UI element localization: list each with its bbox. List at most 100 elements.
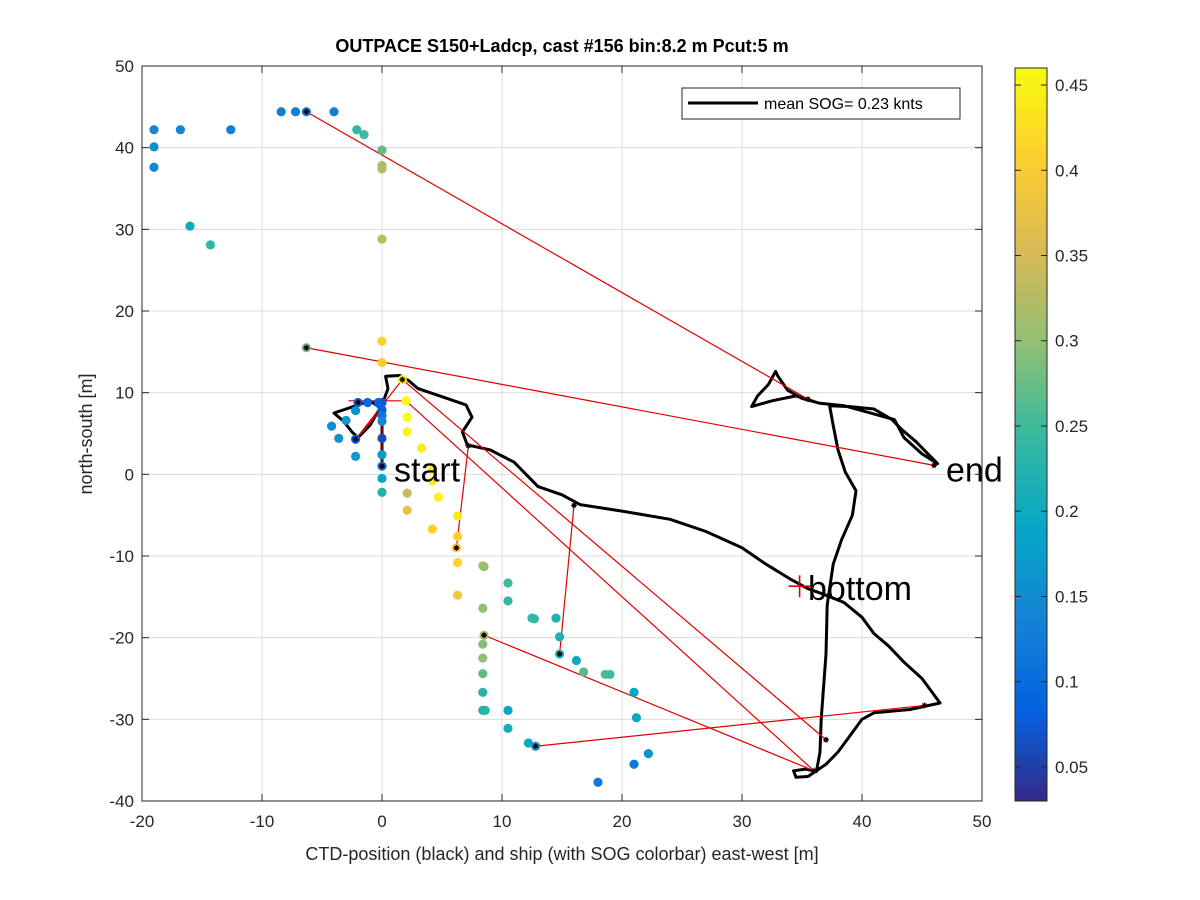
chart-title: OUTPACE S150+Ladcp, cast #156 bin:8.2 m … — [335, 36, 788, 56]
ship-point — [478, 603, 488, 613]
x-tick-label: 50 — [973, 812, 992, 831]
y-tick-label: 40 — [115, 139, 134, 158]
colorbar-ticks: 0.45 0.4 0.35 0.3 0.25 0.2 0.15 0.1 0.05 — [1015, 76, 1088, 777]
colorbar: 0.45 0.4 0.35 0.3 0.25 0.2 0.15 0.1 0.05 — [1014, 67, 1088, 802]
colorbar-tick-label: 0.2 — [1055, 502, 1079, 521]
y-tick-label: 10 — [115, 384, 134, 403]
ship-point — [377, 433, 387, 443]
ship-point — [417, 443, 427, 453]
ship-point — [149, 142, 159, 152]
ship-point — [351, 406, 361, 416]
ctd-sample-star — [921, 702, 928, 709]
ctd-sample-star — [805, 396, 811, 403]
x-tick-label: 30 — [733, 812, 752, 831]
ctd-sample-star — [931, 462, 937, 469]
ship-point — [377, 234, 387, 244]
ship-point — [401, 396, 411, 406]
red-connector-line — [355, 408, 383, 440]
red-connector-line — [535, 704, 925, 747]
colorbar-tick-label: 0.4 — [1055, 161, 1079, 180]
y-tick-label: -20 — [109, 629, 134, 648]
ctd-sample-star — [355, 399, 361, 406]
y-axis-label: north-south [m] — [76, 373, 96, 494]
ship-point — [453, 590, 463, 600]
ship-point — [503, 705, 513, 715]
red-connector-line — [455, 445, 469, 548]
red-connector-line — [402, 379, 827, 741]
ship-point — [149, 162, 159, 172]
grid — [141, 65, 983, 802]
annotation-bottom: bottom — [808, 570, 912, 608]
ship-point — [377, 336, 387, 346]
ship-point — [643, 749, 654, 759]
red-connector-line — [306, 111, 809, 400]
ctd-sample-star — [379, 463, 385, 470]
ship-point — [185, 221, 195, 231]
colorbar-tick-label: 0.45 — [1055, 76, 1088, 95]
ship-point — [605, 669, 615, 680]
ship-point — [291, 107, 301, 117]
ctd-sample-star — [465, 442, 472, 449]
ship-point — [503, 578, 513, 588]
ship-point — [427, 464, 437, 475]
ship-point — [205, 240, 215, 250]
x-tick-label: 10 — [493, 812, 512, 831]
red-connector-line — [405, 400, 815, 772]
legend-box — [681, 87, 961, 120]
ship-point — [529, 614, 540, 624]
ship-connector-lines — [306, 111, 935, 772]
y-tick-label: 50 — [115, 57, 134, 76]
axes: -20 -10 0 10 20 30 40 50 50 40 30 20 10 0 -10 -20 -30 -40 — [109, 57, 991, 831]
ship-point — [593, 777, 603, 787]
colorbar-gradient — [1014, 67, 1048, 802]
ship-point — [478, 639, 488, 649]
legend: mean SOG= 0.23 knts — [681, 87, 961, 120]
red-connector-line — [306, 347, 935, 466]
ctd-sample-star — [303, 108, 310, 115]
ship-point — [453, 531, 463, 542]
annotations: start end bottom — [394, 451, 1003, 607]
red-connector-line — [483, 634, 815, 772]
ship-point — [351, 451, 361, 461]
ship-point — [427, 476, 437, 486]
legend-entry: mean SOG= 0.23 knts — [764, 96, 923, 113]
ctd-sample-star — [532, 743, 539, 750]
ship-point — [359, 130, 369, 140]
ship-point — [480, 705, 490, 715]
ship-point — [377, 450, 387, 460]
ship-point — [327, 421, 337, 431]
ship-point — [377, 145, 387, 155]
ship-point — [478, 687, 488, 697]
x-axis-label: CTD-position (black) and ship (with SOG … — [305, 844, 818, 864]
ship-point — [377, 416, 387, 426]
ship-point — [226, 125, 236, 135]
ship-point — [334, 433, 344, 443]
y-tick-label: 0 — [125, 465, 134, 484]
colorbar-tick-label: 0.35 — [1055, 247, 1088, 266]
ctd-sample-points — [303, 108, 937, 774]
ship-point — [427, 524, 437, 534]
ship-point — [363, 397, 373, 408]
ship-point — [373, 397, 383, 408]
ship-point — [433, 492, 443, 502]
colorbar-tick-label: 0.15 — [1055, 587, 1088, 606]
ship-point — [478, 653, 488, 663]
ctd-sample-star — [399, 376, 406, 383]
ship-point — [503, 596, 513, 606]
ship-point — [329, 107, 339, 117]
colorbar-tick-label: 0.3 — [1055, 332, 1079, 351]
annotation-start: start — [394, 451, 461, 489]
colorbar-tick-label: 0.25 — [1055, 417, 1088, 436]
y-tick-label: 20 — [115, 302, 134, 321]
ctd-sample-star — [453, 544, 460, 551]
ship-point — [551, 613, 561, 623]
ship-point — [377, 357, 387, 368]
ship-point — [341, 415, 351, 426]
x-tick-label: -10 — [250, 812, 275, 831]
y-tick-label: -10 — [109, 547, 134, 566]
y-tick-label: 30 — [115, 220, 134, 239]
ctd-sample-star — [556, 651, 563, 657]
ctd-sample-star — [352, 436, 359, 443]
ship-point — [503, 723, 513, 733]
